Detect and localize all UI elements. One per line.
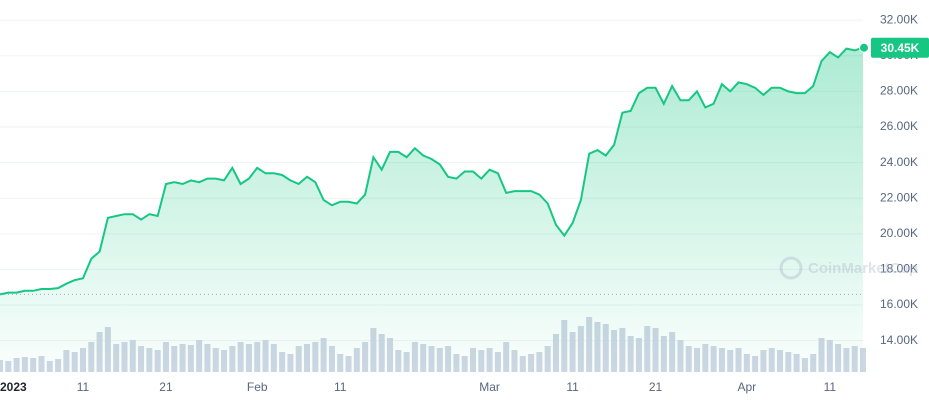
x-tick-label: 11 [824,380,837,394]
x-tick-label: 2023 [0,380,27,394]
price-area [0,47,863,372]
x-tick-label: 11 [334,380,347,394]
x-tick-label: Feb [247,380,268,394]
price-tag [871,37,929,58]
y-tick-label: 24.00K [880,155,918,169]
current-dot [859,42,869,53]
y-tick-label: 16.00K [880,297,918,311]
x-tick-label: 21 [649,380,663,394]
x-tick-label: 11 [77,380,90,394]
watermark: CoinMarketCap [779,256,918,280]
x-tick-label: Apr [737,380,756,394]
y-tick-label: 28.00K [880,84,918,98]
x-tick-label: 21 [159,380,173,394]
y-tick-label: 20.00K [880,226,918,240]
y-tick-label: 22.00K [880,190,918,204]
x-tick-label: 11 [566,380,579,394]
y-tick-label: 26.00K [880,119,918,133]
y-tick-label: 14.00K [880,333,918,347]
price-tag-label: 30.45K [881,41,920,55]
watermark-text: CoinMarketCap [808,260,918,277]
y-tick-label: 32.00K [880,12,918,26]
y-tick-label: 18.00K [880,262,918,276]
x-tick-label: Mar [479,380,500,394]
price-line [0,46,864,296]
